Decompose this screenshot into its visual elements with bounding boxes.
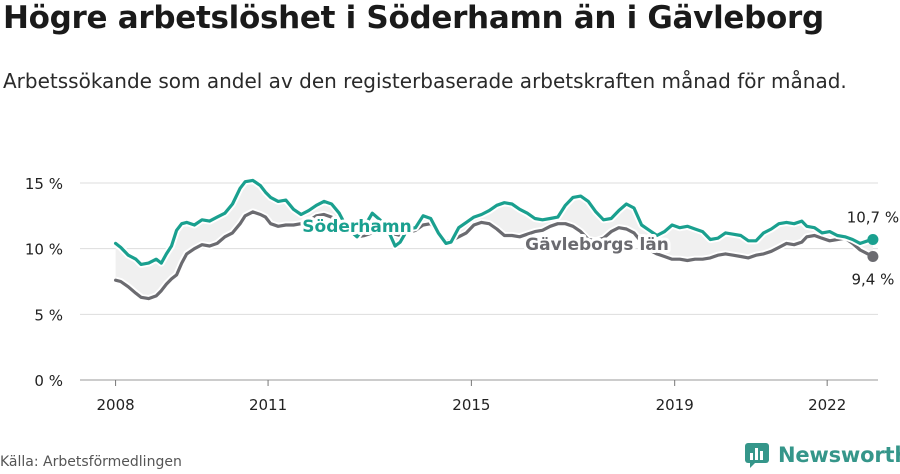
x-tick-label: 2011 [249,396,287,414]
brand-logo: Newsworthy [744,441,900,469]
source-note: Källa: Arbetsförmedlingen [0,454,182,470]
brand-name: Newsworthy [778,443,900,467]
chart-title: Högre arbetslöshet i Söderhamn än i Gävl… [3,0,824,36]
y-tick-label: 15 % [25,175,63,193]
x-tick-label: 2019 [656,396,694,414]
gavleborg-series-label-halo: Gävleborgs län [525,235,669,255]
line-chart: 0 % 5 % 10 % 15 % 2008 2011 2015 2019 2022 10,7… [25,175,899,414]
y-tick-label: 10 % [25,241,63,259]
soderhamn-end-label: 10,7 % [847,208,899,226]
y-tick-label: 5 % [34,306,63,324]
y-axis-ticks: 0 % 5 % 10 % 15 % [25,175,63,390]
gavleborg-end-point [867,251,879,263]
soderhamn-series-label: Söderhamn [302,217,411,237]
gavleborg-line [114,210,875,301]
chart-subtitle: Arbetssökande som andel av den registerb… [3,69,847,93]
y-tick-label: 0 % [34,372,63,390]
newsworthy-icon [745,443,769,468]
x-tick-label: 2015 [452,396,490,414]
gavleborg-series-label: Gävleborgs län [525,235,669,255]
soderhamn-line [114,178,875,266]
x-tick-label: 2008 [96,396,134,414]
gavleborg-end-label: 9,4 % [851,271,894,289]
x-tick-label: 2022 [808,396,846,414]
series-labels: 10,7 %9,4 %SöderhamnSöderhamnGävleborgs … [299,208,899,289]
x-axis: 2008 2011 2015 2019 2022 [96,380,846,414]
soderhamn-series-label-halo: Söderhamn [302,217,411,237]
soderhamn-end-point [867,233,879,245]
